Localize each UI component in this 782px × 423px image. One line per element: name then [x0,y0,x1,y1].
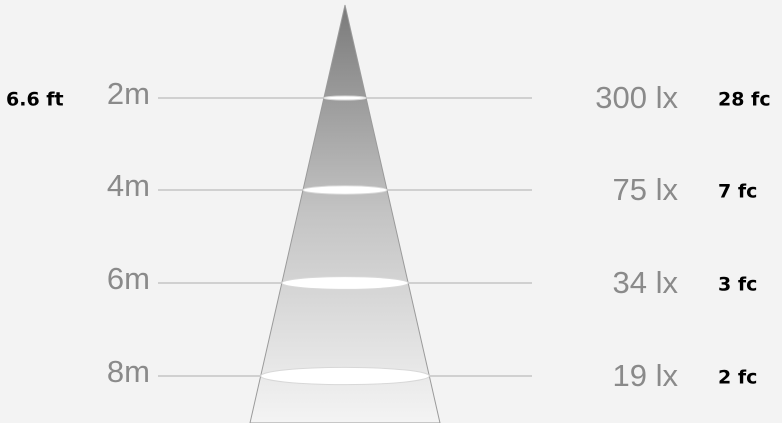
beam-ring [261,367,430,384]
feet-label: 6.6 ft [6,89,64,111]
fc-label: 3 fc [718,274,757,296]
fc-label: 7 fc [718,181,757,203]
beam-ring [303,186,387,194]
distance-label: 4m [107,168,150,203]
distance-label: 2m [107,76,150,111]
diagram: 2m 300 lx 28 fc 6.6 ft 4m 75 lx 7 fc 6m 34 lx 3 f… [0,0,782,423]
distance-label: 8m [107,354,150,389]
beam-ring [282,277,408,290]
lux-label: 34 lx [613,265,679,300]
lux-label: 300 lx [595,80,678,115]
beam-ring [324,96,366,100]
lux-label: 19 lx [613,358,679,393]
distance-label: 6m [107,261,150,296]
lux-label: 75 lx [613,172,679,207]
fc-label: 2 fc [718,367,757,389]
fc-label: 28 fc [718,89,771,111]
